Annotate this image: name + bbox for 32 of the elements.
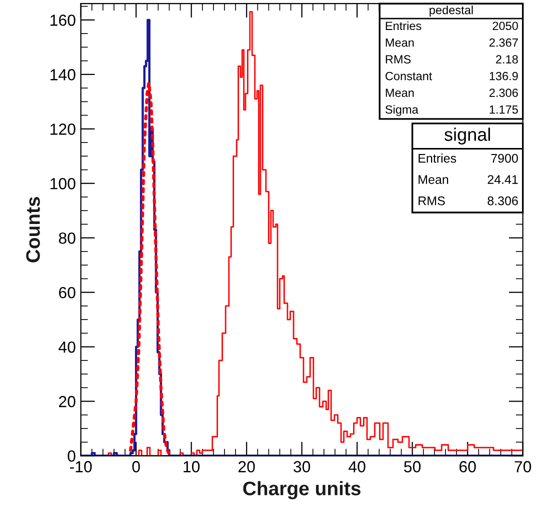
x-tick-label: 0 xyxy=(132,461,140,472)
y-tick-label: 120 xyxy=(50,124,76,135)
text: Mean 24.41 xyxy=(418,175,518,184)
x-tick-label: 50 xyxy=(404,461,421,472)
text: Sigma 1.175 xyxy=(385,105,518,116)
text: Constant 136.9 xyxy=(386,72,518,80)
x-tick-label: 30 xyxy=(294,461,310,472)
text: Entries 7900 xyxy=(418,154,518,163)
line-series xyxy=(129,81,171,456)
y-tick-label: 20 xyxy=(59,396,76,408)
y-tick-label: 80 xyxy=(58,232,76,244)
y-tick-label: 60 xyxy=(59,286,76,298)
text: RMS 2.18 xyxy=(386,55,518,64)
x-axis-title: Charge units xyxy=(243,481,360,500)
annotation: pedestal xyxy=(430,6,473,17)
text: Entries 2050 xyxy=(386,21,518,30)
y-tick-label: 100 xyxy=(50,178,76,190)
y-tick-label: 140 xyxy=(50,69,76,80)
x-tick-label: 40 xyxy=(348,461,366,472)
x-tick-label: -10 xyxy=(70,461,92,472)
x-tick-label: 60 xyxy=(460,461,476,472)
y-tick-label: 0 xyxy=(68,450,76,462)
y-tick-label: 160 xyxy=(50,14,76,26)
x-tick-label: 10 xyxy=(184,461,200,472)
text: RMS 8.306 xyxy=(418,196,518,206)
y-tick-label: 40 xyxy=(58,341,76,353)
x-tick-label: 70 xyxy=(514,461,532,472)
annotation: signal xyxy=(444,128,490,145)
text: Mean 2.306 xyxy=(386,88,518,97)
x-tick-label: 20 xyxy=(238,461,255,472)
text: Mean 2.367 xyxy=(386,38,518,47)
y-axis-title: Counts xyxy=(26,197,40,262)
